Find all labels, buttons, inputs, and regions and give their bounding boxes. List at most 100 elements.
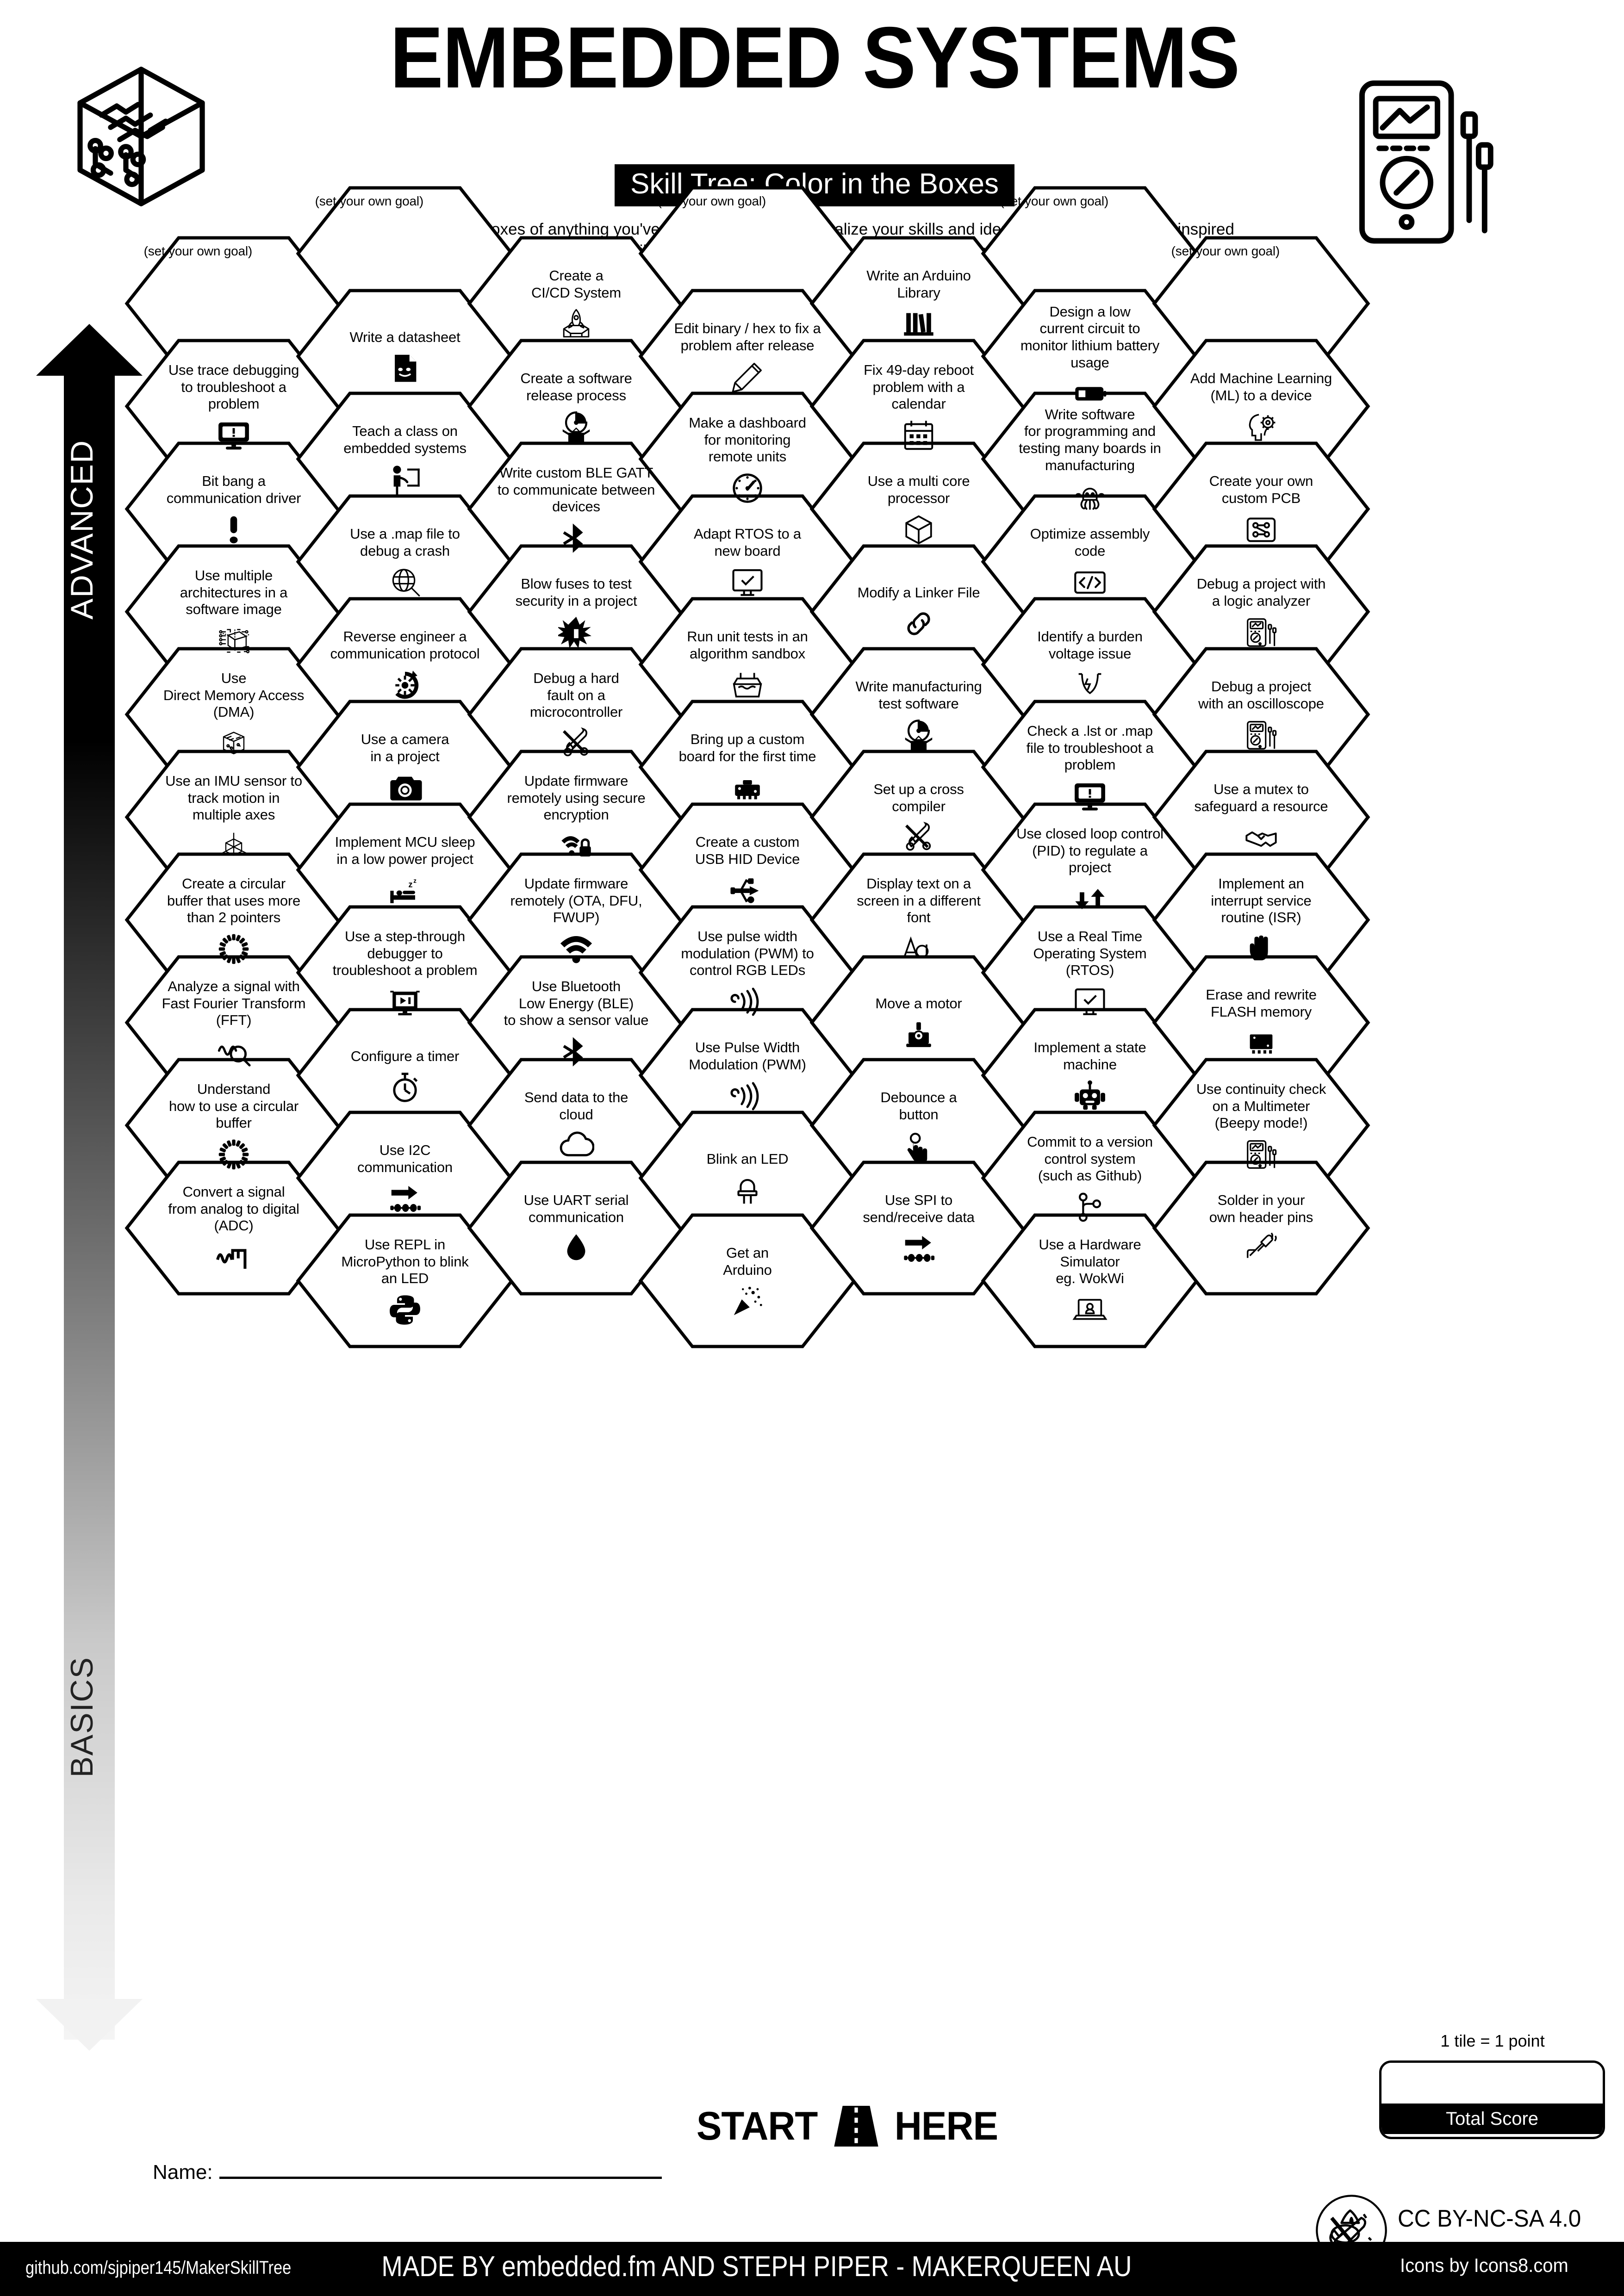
- svg-text:z: z: [408, 879, 412, 889]
- subtitle-banner: Skill Tree: Color in the Boxes: [614, 164, 1014, 207]
- skill-tile-goal[interactable]: (set your own goal): [1151, 235, 1371, 372]
- axis-arrow-head: [36, 324, 143, 376]
- skill-tile[interactable]: Blink an LED: [638, 1110, 857, 1247]
- skill-tile[interactable]: Use closed loop control (PID) to regulat…: [980, 801, 1200, 938]
- skill-tile[interactable]: Use SPI to send/receive data: [809, 1160, 1028, 1297]
- total-score-box[interactable]: Total Score: [1379, 2043, 1605, 2139]
- skill-tile[interactable]: Erase and rewrite FLASH memory: [1151, 954, 1371, 1091]
- skill-tile[interactable]: Debounce a button: [809, 1057, 1028, 1194]
- skill-tile[interactable]: Design a low current circuit to monitor …: [980, 288, 1200, 425]
- skill-tile[interactable]: Use pulse width modulation (PWM) to cont…: [638, 904, 857, 1041]
- skill-tile[interactable]: Use a camera in a project: [295, 699, 515, 836]
- skill-tile[interactable]: Run unit tests in an algorithm sandbox: [638, 596, 857, 733]
- skill-tile-goal[interactable]: (set your own goal): [295, 185, 515, 322]
- skill-tile-label: Use UART serial communication: [523, 1192, 629, 1225]
- skill-tile[interactable]: Use continuity check on a Multimeter (Be…: [1151, 1057, 1371, 1194]
- skill-tile[interactable]: Create a software release process: [467, 338, 686, 475]
- skill-tile-label: Edit binary / hex to fix a problem after…: [674, 320, 821, 354]
- skill-tile[interactable]: Debug a project with an oscilloscope: [1151, 646, 1371, 783]
- skill-tile[interactable]: Edit binary / hex to fix a problem after…: [638, 288, 857, 425]
- skill-tile-goal[interactable]: (set your own goal): [638, 185, 857, 322]
- skill-tile[interactable]: Bit bang a communication driver: [124, 441, 343, 577]
- skill-tile-goal[interactable]: (set your own goal): [124, 235, 343, 372]
- skill-tile[interactable]: Use a Real Time Operating System (RTOS): [980, 904, 1200, 1041]
- skill-tile[interactable]: Create a CI/CD System: [467, 235, 686, 372]
- skill-tile[interactable]: Add Machine Learning (ML) to a device: [1151, 338, 1371, 475]
- skill-tile[interactable]: Use REPL in MicroPython to blink an LED: [295, 1212, 515, 1349]
- skill-tile[interactable]: Use a multi core processor: [809, 441, 1028, 577]
- skill-tile-label: Identify a burden voltage issue: [1037, 628, 1143, 662]
- memory-block-icon: [216, 726, 252, 762]
- skill-tile[interactable]: Debug a hard fault on a microcontroller: [467, 646, 686, 783]
- teacher-icon: [387, 462, 423, 498]
- skill-tile[interactable]: Set up a cross compiler: [809, 749, 1028, 886]
- here-label: HERE: [895, 2104, 998, 2148]
- skill-tile[interactable]: Write a datasheet: [295, 288, 515, 425]
- skill-tile[interactable]: Implement MCU sleep in a low power proje…: [295, 801, 515, 938]
- skill-tile[interactable]: Convert a signal from analog to digital …: [124, 1160, 343, 1297]
- skill-tile[interactable]: Bring up a custom board for the first ti…: [638, 699, 857, 836]
- score-value[interactable]: [1381, 2063, 1603, 2104]
- skill-tile[interactable]: Modify a Linker File: [809, 543, 1028, 680]
- skill-tile[interactable]: Write software for programming and testi…: [980, 391, 1200, 527]
- skill-tile[interactable]: Analyze a signal with Fast Fourier Trans…: [124, 954, 343, 1091]
- name-input-rule[interactable]: [219, 2176, 662, 2179]
- skill-tile[interactable]: Teach a class on embedded systems: [295, 391, 515, 527]
- chip-cube-icon: [216, 623, 252, 659]
- skill-tile[interactable]: Adapt RTOS to a new board: [638, 493, 857, 630]
- skill-tile[interactable]: Display text on a screen in a different …: [809, 851, 1028, 988]
- skill-tile[interactable]: Identify a burden voltage issue: [980, 596, 1200, 733]
- skill-tile[interactable]: Use a .map file to debug a crash: [295, 493, 515, 630]
- skill-tile-goal[interactable]: (set your own goal): [980, 185, 1200, 322]
- skill-tile[interactable]: Write an Arduino Library: [809, 235, 1028, 372]
- skill-tile[interactable]: Use Pulse Width Modulation (PWM): [638, 1007, 857, 1144]
- skill-tile[interactable]: Create a circular buffer that uses more …: [124, 851, 343, 988]
- score-frame[interactable]: Total Score: [1379, 2060, 1605, 2139]
- skill-tile[interactable]: Send data to the cloud: [467, 1057, 686, 1194]
- skill-tile[interactable]: Create a custom USB HID Device: [638, 801, 857, 938]
- link-icon: [901, 606, 937, 642]
- skill-tile[interactable]: Use a mutex to safeguard a resource: [1151, 749, 1371, 886]
- skill-tile[interactable]: Use an IMU sensor to track motion in mul…: [124, 749, 343, 886]
- skill-tile[interactable]: Write custom BLE GATT to communicate bet…: [467, 441, 686, 577]
- footer-repo-link[interactable]: github.com/sjpiper145/MakerSkillTree: [25, 2258, 292, 2278]
- multimeter-small-icon: [1243, 717, 1279, 753]
- skill-tile[interactable]: Create your own custom PCB: [1151, 441, 1371, 577]
- skill-tile-label: Reverse engineer a communication protoco…: [330, 628, 480, 662]
- skill-tile[interactable]: Fix 49-day reboot problem with a calenda…: [809, 338, 1028, 475]
- skill-tile[interactable]: Move a motor: [809, 954, 1028, 1091]
- skill-tile[interactable]: Optimize assembly code: [980, 493, 1200, 630]
- skill-tile[interactable]: Write manufacturing test software: [809, 646, 1028, 783]
- name-field[interactable]: Name:: [153, 2161, 662, 2184]
- skill-tile[interactable]: Update firmware remotely (OTA, DFU, FWUP…: [467, 851, 686, 988]
- skill-tile[interactable]: Make a dashboard for monitoring remote u…: [638, 391, 857, 527]
- skill-tile[interactable]: Use UART serial communication: [467, 1160, 686, 1297]
- skill-tile[interactable]: Solder in your own header pins: [1151, 1160, 1371, 1297]
- skill-tile[interactable]: Use Bluetooth Low Energy (BLE) to show a…: [467, 954, 686, 1091]
- skill-tile[interactable]: Understand how to use a circular buffer: [124, 1057, 343, 1194]
- skill-tile[interactable]: Configure a timer: [295, 1007, 515, 1144]
- score-label: Total Score: [1381, 2104, 1603, 2134]
- skill-tile[interactable]: Use trace debugging to troubleshoot a pr…: [124, 338, 343, 475]
- skill-tile[interactable]: Use I2C communication: [295, 1110, 515, 1247]
- skill-tile[interactable]: Use a Hardware Simulator eg. WokWi: [980, 1212, 1200, 1349]
- skill-tile-label: Create a CI/CD System: [531, 267, 621, 301]
- skill-tile-label: Display text on a screen in a different …: [857, 875, 981, 926]
- skill-tile-label: Erase and rewrite FLASH memory: [1206, 987, 1317, 1020]
- skill-tile[interactable]: Use a step-through debugger to troublesh…: [295, 904, 515, 1041]
- skill-tile[interactable]: Implement a state machine: [980, 1007, 1200, 1144]
- skill-tile[interactable]: Commit to a version control system (such…: [980, 1110, 1200, 1247]
- usb-icon: [729, 873, 765, 909]
- skill-tile[interactable]: Use Direct Memory Access (DMA): [124, 646, 343, 783]
- skill-tile[interactable]: Debug a project with a logic analyzer: [1151, 543, 1371, 680]
- skill-tile[interactable]: Update firmware remotely using secure en…: [467, 749, 686, 886]
- skill-tile[interactable]: Get an Arduino: [638, 1212, 857, 1349]
- skill-tile[interactable]: Reverse engineer a communication protoco…: [295, 596, 515, 733]
- stopwatch-icon: [387, 1069, 423, 1105]
- skill-tile-label: Create a software release process: [520, 370, 632, 403]
- rocket-box-icon: [558, 306, 594, 342]
- skill-tile[interactable]: Blow fuses to test security in a project: [467, 543, 686, 680]
- skill-tile[interactable]: Use multiple architectures in a software…: [124, 543, 343, 680]
- skill-tile[interactable]: Implement an interrupt service routine (…: [1151, 851, 1371, 988]
- skill-tile[interactable]: Check a .lst or .map file to troubleshoo…: [980, 699, 1200, 836]
